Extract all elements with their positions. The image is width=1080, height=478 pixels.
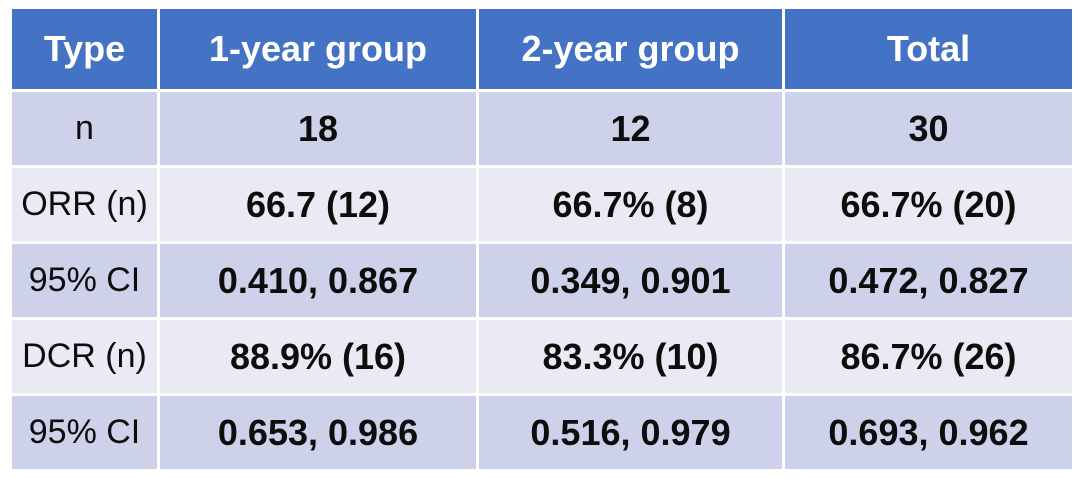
table-row-dcr-ci: 95% CI 0.653, 0.986 0.516, 0.979 0.693, … — [9, 393, 1075, 472]
table-cell: 18 — [157, 89, 479, 168]
table-cell: 66.7% (20) — [782, 165, 1075, 244]
row-label: n — [9, 89, 160, 168]
table-cell: 30 — [782, 89, 1075, 168]
table-cell: 0.653, 0.986 — [157, 393, 479, 472]
row-label: ORR (n) — [9, 165, 160, 244]
table-cell: 83.3% (10) — [476, 317, 785, 396]
header-cell-type: Type — [9, 6, 160, 92]
table-cell: 0.693, 0.962 — [782, 393, 1075, 472]
table-header-row: Type 1-year group 2-year group Total — [9, 6, 1075, 92]
row-label: 95% CI — [9, 393, 160, 472]
table-cell: 66.7% (8) — [476, 165, 785, 244]
table-row-orr-ci: 95% CI 0.410, 0.867 0.349, 0.901 0.472, … — [9, 241, 1075, 320]
table-cell: 66.7 (12) — [157, 165, 479, 244]
results-table: Type 1-year group 2-year group Total n 1… — [9, 6, 1075, 472]
table-row-n: n 18 12 30 — [9, 89, 1075, 168]
table-cell: 86.7% (26) — [782, 317, 1075, 396]
row-label: 95% CI — [9, 241, 160, 320]
table-cell: 88.9% (16) — [157, 317, 479, 396]
row-label: DCR (n) — [9, 317, 160, 396]
header-cell-1-year-group: 1-year group — [157, 6, 479, 92]
table-row-orr: ORR (n) 66.7 (12) 66.7% (8) 66.7% (20) — [9, 165, 1075, 244]
table-cell: 0.516, 0.979 — [476, 393, 785, 472]
table-cell: 0.349, 0.901 — [476, 241, 785, 320]
table-cell: 12 — [476, 89, 785, 168]
header-cell-2-year-group: 2-year group — [476, 6, 785, 92]
table-cell: 0.472, 0.827 — [782, 241, 1075, 320]
table-cell: 0.410, 0.867 — [157, 241, 479, 320]
table-row-dcr: DCR (n) 88.9% (16) 83.3% (10) 86.7% (26) — [9, 317, 1075, 396]
header-cell-total: Total — [782, 6, 1075, 92]
